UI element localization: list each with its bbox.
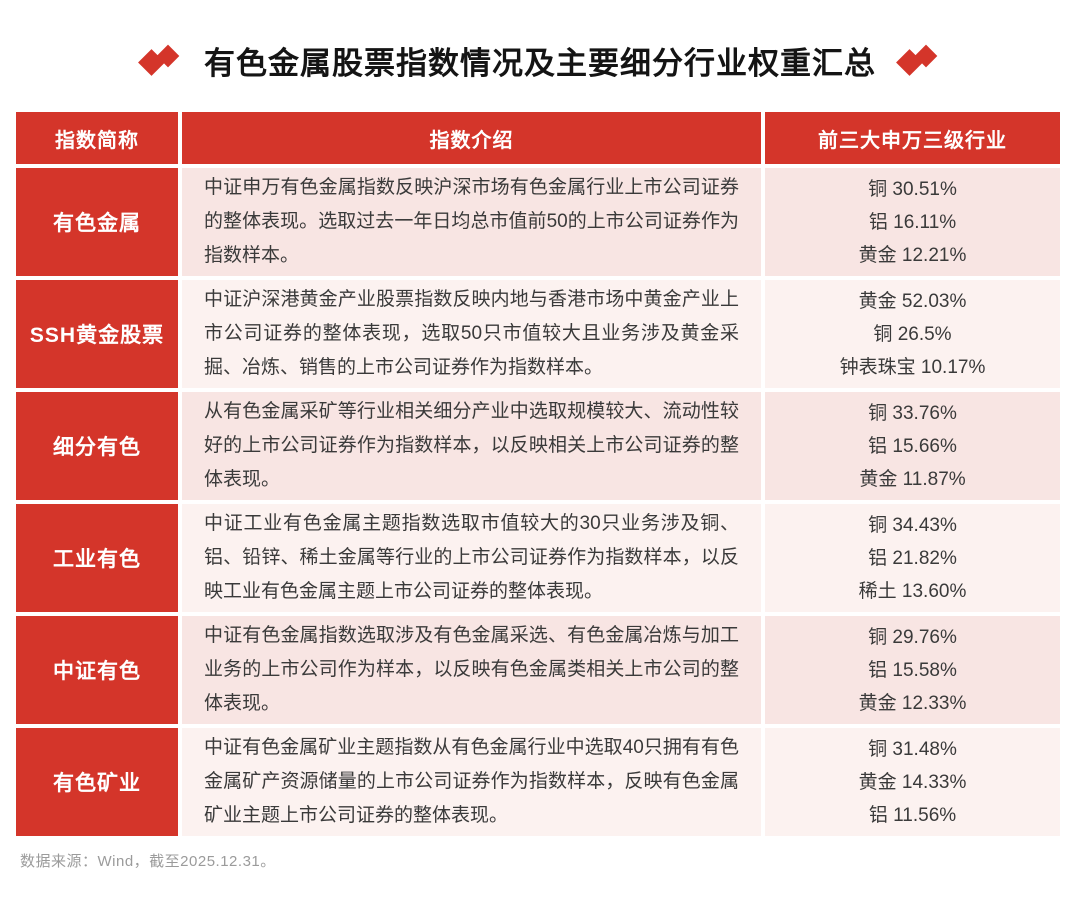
weight-line: 铜 26.5% (873, 323, 952, 345)
weight-line: 铝 16.11% (868, 211, 957, 233)
weight-line: 铝 15.58% (868, 659, 957, 681)
index-name-cell: SSH黄金股票 (16, 280, 178, 388)
index-desc-cell: 中证工业有色金属主题指数选取市值较大的30只业务涉及铜、铝、铅锌、稀土金属等行业… (182, 504, 761, 612)
index-name-cell: 有色金属 (16, 168, 178, 276)
page-title: 有色金属股票指数情况及主要细分行业权重汇总 (204, 45, 876, 81)
index-desc-cell: 中证有色金属矿业主题指数从有色金属行业中选取40只拥有有色金属矿产资源储量的上市… (182, 728, 761, 836)
index-name-cell: 细分有色 (16, 392, 178, 500)
industry-weights-cell: 铜 34.43% 铝 21.82% 稀土 13.60% (765, 504, 1060, 612)
index-desc-cell: 中证有色金属指数选取涉及有色金属采选、有色金属冶炼与加工业务的上市公司作为样本，… (182, 616, 761, 724)
industry-weights-cell: 铜 29.76% 铝 15.58% 黄金 12.33% (765, 616, 1060, 724)
weight-line: 黄金 12.33% (858, 692, 967, 714)
data-source-note: 数据来源：Wind，截至2025.12.31。 (20, 853, 276, 870)
weight-line: 铝 21.82% (868, 547, 957, 569)
weight-line: 黄金 12.21% (858, 244, 967, 266)
weight-line: 钟表珠宝 10.17% (839, 356, 986, 378)
index-name-cell: 工业有色 (16, 504, 178, 612)
weight-line: 铝 11.56% (868, 804, 957, 826)
weight-line: 铜 29.76% (868, 626, 957, 648)
weight-line: 铜 31.48% (868, 738, 957, 760)
column-header-index-name: 指数简称 (16, 112, 178, 164)
weight-line: 铜 30.51% (868, 178, 957, 200)
industry-weights-cell: 铜 33.76% 铝 15.66% 黄金 11.87% (765, 392, 1060, 500)
industry-weights-cell: 黄金 52.03% 铜 26.5% 钟表珠宝 10.17% (765, 280, 1060, 388)
index-desc-cell: 从有色金属采矿等行业相关细分产业中选取规模较大、流动性较好的上市公司证券作为指数… (182, 392, 761, 500)
index-name-cell: 有色矿业 (16, 728, 178, 836)
weight-line: 黄金 11.87% (859, 468, 966, 490)
index-name-cell: 中证有色 (16, 616, 178, 724)
industry-weights-cell: 铜 31.48% 黄金 14.33% 铝 11.56% (765, 728, 1060, 836)
double-diamond-icon (138, 43, 182, 77)
weight-line: 铜 34.43% (868, 514, 957, 536)
weight-line: 黄金 14.33% (858, 771, 967, 793)
index-weight-table: 指数简称 指数介绍 前三大申万三级行业 有色金属 中证申万有色金属指数反映沪深市… (16, 112, 1064, 836)
weight-line: 黄金 52.03% (858, 290, 967, 312)
column-header-index-intro: 指数介绍 (182, 112, 761, 164)
double-diamond-icon (896, 43, 940, 77)
industry-weights-cell: 铜 30.51% 铝 16.11% 黄金 12.21% (765, 168, 1060, 276)
column-header-top-industries: 前三大申万三级行业 (765, 112, 1060, 164)
weight-line: 铜 33.76% (868, 402, 957, 424)
index-desc-cell: 中证申万有色金属指数反映沪深市场有色金属行业上市公司证券的整体表现。选取过去一年… (182, 168, 761, 276)
weight-line: 稀土 13.60% (858, 580, 967, 602)
weight-line: 铝 15.66% (868, 435, 957, 457)
page-header: 有色金属股票指数情况及主要细分行业权重汇总 (0, 34, 1080, 86)
index-desc-cell: 中证沪深港黄金产业股票指数反映内地与香港市场中黄金产业上市公司证券的整体表现，选… (182, 280, 761, 388)
